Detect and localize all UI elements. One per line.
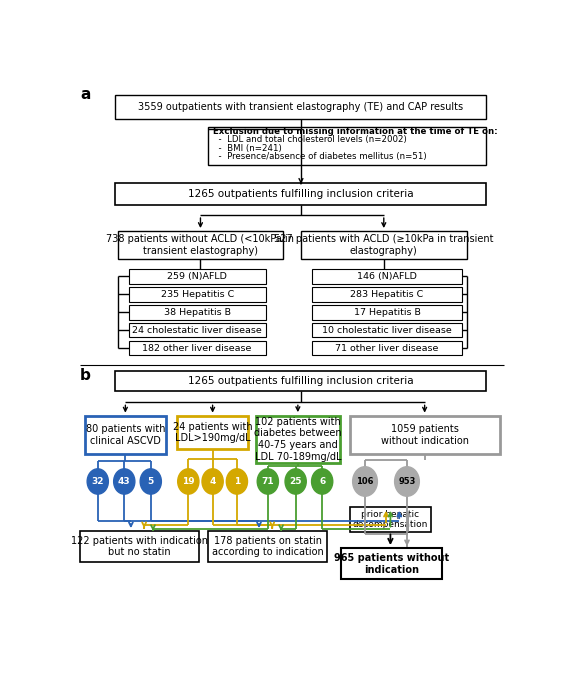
Text: Exclusion due to missing information at the time of TE on:: Exclusion due to missing information at … xyxy=(214,127,498,136)
Text: 235 Hepatitis C: 235 Hepatitis C xyxy=(161,290,234,299)
FancyBboxPatch shape xyxy=(129,287,266,301)
Text: -  LDL and total cholesterol levels (n=2002): - LDL and total cholesterol levels (n=20… xyxy=(214,135,407,144)
Text: 19: 19 xyxy=(182,477,194,486)
Text: prior hepatic
decompensation: prior hepatic decompensation xyxy=(353,510,428,529)
Text: 965 patients without
indication: 965 patients without indication xyxy=(334,553,449,575)
Text: 953: 953 xyxy=(398,477,416,486)
FancyBboxPatch shape xyxy=(177,416,248,449)
Text: 25: 25 xyxy=(290,477,302,486)
Text: 122 patients with indication
but no statin: 122 patients with indication but no stat… xyxy=(71,536,208,557)
Text: 283 Hepatitis C: 283 Hepatitis C xyxy=(351,290,424,299)
FancyBboxPatch shape xyxy=(117,232,283,259)
Text: 17 Hepatitis B: 17 Hepatitis B xyxy=(353,308,421,316)
Text: 3559 outpatients with transient elastography (TE) and CAP results: 3559 outpatients with transient elastogr… xyxy=(139,102,463,112)
Circle shape xyxy=(140,469,161,494)
Circle shape xyxy=(113,469,135,494)
Text: 80 patients with
clinical ASCVD: 80 patients with clinical ASCVD xyxy=(86,424,165,446)
Circle shape xyxy=(87,469,108,494)
FancyBboxPatch shape xyxy=(349,508,431,532)
Circle shape xyxy=(312,469,333,494)
FancyBboxPatch shape xyxy=(208,127,487,165)
Text: 1265 outpatients fulfilling inclusion criteria: 1265 outpatients fulfilling inclusion cr… xyxy=(188,189,414,199)
FancyBboxPatch shape xyxy=(349,416,500,454)
FancyBboxPatch shape xyxy=(312,269,462,284)
Text: 182 other liver disease: 182 other liver disease xyxy=(142,344,252,353)
Text: 4: 4 xyxy=(209,477,216,486)
Text: 527 patients with ACLD (≥10kPa in transient
elastography): 527 patients with ACLD (≥10kPa in transi… xyxy=(274,234,494,256)
Text: 1265 outpatients fulfilling inclusion criteria: 1265 outpatients fulfilling inclusion cr… xyxy=(188,376,414,386)
FancyBboxPatch shape xyxy=(312,305,462,319)
Text: 5: 5 xyxy=(148,477,154,486)
Text: 1: 1 xyxy=(234,477,240,486)
Text: 738 patients without ACLD (<10kPa in
transient elastography): 738 patients without ACLD (<10kPa in tra… xyxy=(107,234,295,256)
Circle shape xyxy=(394,466,420,496)
Circle shape xyxy=(257,469,278,494)
FancyBboxPatch shape xyxy=(208,531,328,562)
FancyBboxPatch shape xyxy=(341,549,442,579)
Text: 259 (N)AFLD: 259 (N)AFLD xyxy=(167,272,227,281)
Text: 32: 32 xyxy=(92,477,104,486)
FancyBboxPatch shape xyxy=(115,371,487,390)
FancyBboxPatch shape xyxy=(129,269,266,284)
FancyBboxPatch shape xyxy=(312,340,462,356)
FancyBboxPatch shape xyxy=(256,416,340,463)
Text: 6: 6 xyxy=(319,477,325,486)
FancyBboxPatch shape xyxy=(301,232,467,259)
Text: 24 cholestatic liver disease: 24 cholestatic liver disease xyxy=(132,325,262,334)
FancyBboxPatch shape xyxy=(129,323,266,338)
Circle shape xyxy=(202,469,223,494)
FancyBboxPatch shape xyxy=(129,340,266,356)
Text: 24 patients with
LDL>190mg/dL: 24 patients with LDL>190mg/dL xyxy=(173,422,253,443)
Text: -  BMI (n=241): - BMI (n=241) xyxy=(214,144,282,153)
FancyBboxPatch shape xyxy=(129,305,266,319)
Text: 178 patients on statin
according to indication: 178 patients on statin according to indi… xyxy=(212,536,324,557)
Text: -  Presence/absence of diabetes mellitus (n=51): - Presence/absence of diabetes mellitus … xyxy=(214,152,427,161)
Text: 106: 106 xyxy=(356,477,374,486)
Text: a: a xyxy=(80,88,91,103)
FancyBboxPatch shape xyxy=(312,287,462,301)
Text: 38 Hepatitis B: 38 Hepatitis B xyxy=(164,308,231,316)
FancyBboxPatch shape xyxy=(84,416,166,454)
Circle shape xyxy=(178,469,199,494)
Circle shape xyxy=(285,469,306,494)
Text: 1059 patients
without indication: 1059 patients without indication xyxy=(381,424,469,446)
Text: 43: 43 xyxy=(118,477,131,486)
Circle shape xyxy=(353,466,377,496)
FancyBboxPatch shape xyxy=(115,95,487,119)
FancyBboxPatch shape xyxy=(312,323,462,338)
Text: 71: 71 xyxy=(262,477,274,486)
Text: 146 (N)AFLD: 146 (N)AFLD xyxy=(357,272,417,281)
Text: 71 other liver disease: 71 other liver disease xyxy=(335,344,439,353)
Text: b: b xyxy=(80,368,91,383)
Text: 102 patients with
diabetes between
40-75 years and
LDL 70-189mg/dL: 102 patients with diabetes between 40-75… xyxy=(254,417,341,462)
FancyBboxPatch shape xyxy=(80,531,200,562)
FancyBboxPatch shape xyxy=(115,184,487,205)
Text: 10 cholestatic liver disease: 10 cholestatic liver disease xyxy=(322,325,452,334)
Circle shape xyxy=(226,469,247,494)
